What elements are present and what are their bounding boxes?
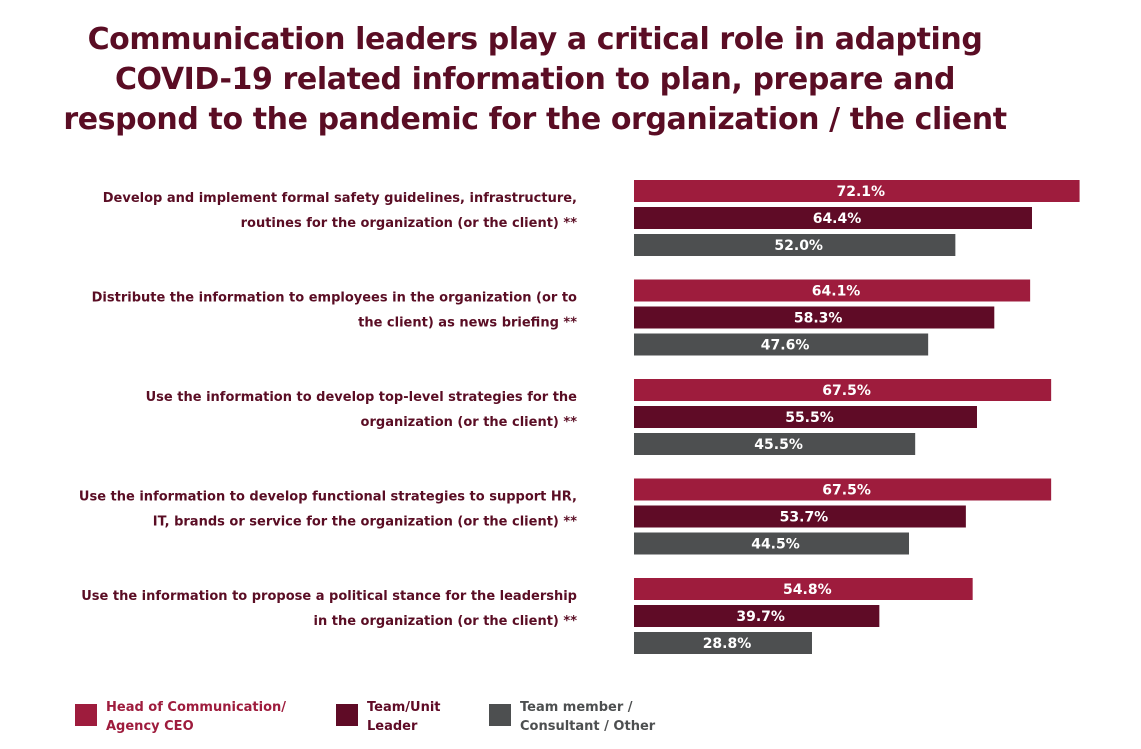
bar-value-label: 45.5% [754,437,803,453]
category-label: routines for the organization (or the cl… [241,216,578,231]
category-label: IT, brands or service for the organizati… [153,515,577,530]
chart-title-line: respond to the pandemic for the organiza… [63,102,1007,137]
bar [634,207,1032,229]
bar-value-label: 44.5% [751,537,800,553]
category-label: in the organization (or the client) ** [314,614,578,629]
legend: Head of Communication/ Agency CEO Team/U… [75,698,1075,742]
legend-swatch [489,704,511,726]
bar [634,306,995,329]
legend-label-line: Agency CEO [106,719,194,734]
category-group: Use the information to develop top-level… [146,379,1052,455]
bar-value-label: 72.1% [836,184,885,200]
legend-label: Team/Unit Leader [367,698,441,736]
bar-value-label: 47.6% [761,338,810,354]
category-label: Use the information to develop functiona… [79,490,577,505]
bar [634,234,956,256]
legend-label-line: Consultant / Other [520,719,656,734]
category-group: Distribute the information to employees … [92,279,1031,356]
legend-swatch [75,704,97,726]
category-label: Distribute the information to employees … [92,291,577,306]
legend-label-line: Leader [367,719,418,734]
legend-label: Head of Communication/ Agency CEO [106,698,286,736]
bar [634,379,1052,401]
category-label: Use the information to propose a politic… [81,589,577,604]
bar [634,406,977,428]
bar-value-label: 58.3% [794,311,843,327]
legend-label-line: Head of Communication/ [106,700,287,715]
bar-value-label: 67.5% [822,383,871,399]
chart-title-line: COVID-19 related information to plan, pr… [114,62,956,97]
legend-label-line: Team member / [520,700,633,715]
category-group: Use the information to propose a politic… [81,578,973,654]
bar-value-label: 67.5% [822,483,871,499]
category-group: Use the information to develop functiona… [79,478,1052,555]
bar-value-label: 52.0% [774,238,823,254]
legend-label: Team member / Consultant / Other [520,698,655,736]
bar-value-label: 54.8% [783,582,832,598]
bar [634,605,880,627]
bar [634,279,1031,302]
bar-value-label: 64.1% [812,284,861,300]
category-label: organization (or the client) ** [361,415,578,430]
bar [634,478,1052,501]
bar-value-label: 39.7% [736,609,785,625]
category-group: Develop and implement formal safety guid… [103,180,1080,256]
bar [634,180,1080,202]
bar [634,532,910,555]
bar [634,578,973,600]
bar [634,505,966,528]
bar [634,632,812,654]
bar-value-label: 64.4% [813,211,862,227]
legend-swatch [336,704,358,726]
category-label: the client) as news briefing ** [358,316,577,331]
category-label: Develop and implement formal safety guid… [103,191,577,206]
bar [634,333,929,356]
bar-value-label: 55.5% [785,410,834,426]
bar-value-label: 28.8% [703,636,752,652]
chart-title: Communication leaders play a critical ro… [20,20,1050,140]
category-label: Use the information to develop top-level… [146,390,578,405]
bar-value-label: 53.7% [780,510,829,526]
chart-title-line: Communication leaders play a critical ro… [87,22,983,57]
bar-chart: Develop and implement formal safety guid… [79,180,1080,654]
bar [634,433,916,455]
legend-label-line: Team/Unit [367,700,441,715]
